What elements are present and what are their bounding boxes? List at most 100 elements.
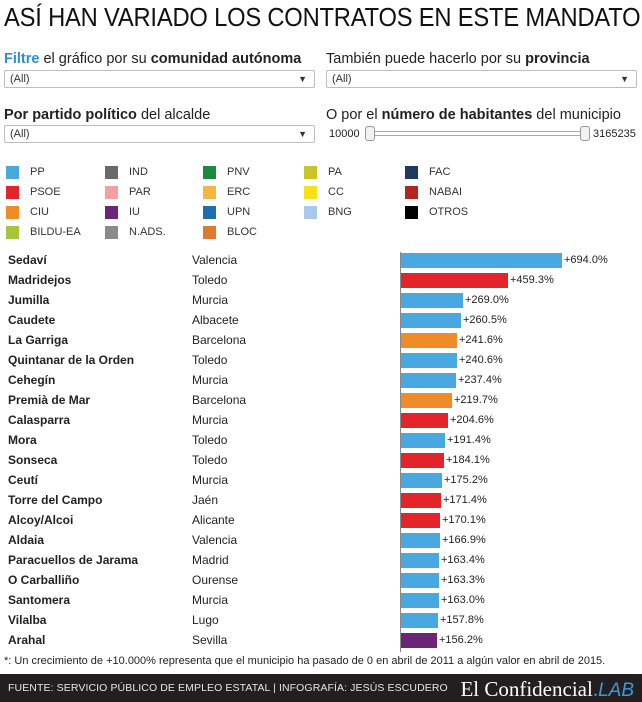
bar-value-label: +191.4% xyxy=(447,434,491,446)
bar-row[interactable]: Sedaví Valencia +694.0% xyxy=(0,250,642,270)
bar[interactable] xyxy=(401,413,448,428)
bar-row[interactable]: Quintanar de la Orden Toledo +240.6% xyxy=(0,350,642,370)
party-filter-label: Por partido político del alcalde xyxy=(4,107,210,123)
legend-label: UPN xyxy=(227,206,251,218)
bar-row[interactable]: Jumilla Murcia +269.0% xyxy=(0,290,642,310)
bar[interactable] xyxy=(401,493,441,508)
legend-item[interactable]: N.ADS. xyxy=(105,223,166,241)
municipality-label: Premià de Mar xyxy=(8,393,91,407)
legend-item[interactable]: BILDU-EA xyxy=(6,223,81,241)
municipality-label: Calasparra xyxy=(8,413,71,427)
population-slider-max-handle[interactable] xyxy=(580,126,590,141)
bar-row[interactable]: O Carballiño Ourense +163.3% xyxy=(0,570,642,590)
bar-row[interactable]: Mora Toledo +191.4% xyxy=(0,430,642,450)
bar-row[interactable]: Aldaia Valencia +166.9% xyxy=(0,530,642,550)
legend-item[interactable]: BLOC xyxy=(203,223,257,241)
bar[interactable] xyxy=(401,473,442,488)
filter-label-bold: comunidad autónoma xyxy=(150,51,302,67)
bar[interactable] xyxy=(401,253,562,268)
legend-swatch xyxy=(203,185,216,199)
legend-item[interactable]: CIU xyxy=(6,203,49,221)
bar-row[interactable]: Santomera Murcia +163.0% xyxy=(0,590,642,610)
legend-item[interactable]: CC xyxy=(304,183,344,201)
bar-value-label: +163.4% xyxy=(441,554,485,566)
bar[interactable] xyxy=(401,453,444,468)
bar-row[interactable]: Paracuellos de Jarama Madrid +163.4% xyxy=(0,550,642,570)
province-label: Valencia xyxy=(192,533,238,547)
bar-value-label: +219.7% xyxy=(454,394,498,406)
community-select[interactable]: (All) ▼ xyxy=(4,70,315,88)
bar-row[interactable]: Torre del Campo Jaén +171.4% xyxy=(0,490,642,510)
legend-item[interactable]: NABAI xyxy=(405,183,462,201)
province-label: Madrid xyxy=(192,553,229,567)
party-select[interactable]: (All) ▼ xyxy=(4,125,315,143)
legend-swatch xyxy=(105,185,118,199)
bar[interactable] xyxy=(401,573,439,588)
bar[interactable] xyxy=(401,293,463,308)
bar-value-label: +171.4% xyxy=(443,494,487,506)
legend-swatch xyxy=(304,185,317,199)
bar[interactable] xyxy=(401,333,457,348)
bar-row[interactable]: Vilalba Lugo +157.8% xyxy=(0,610,642,630)
bar-row[interactable]: Calasparra Murcia +204.6% xyxy=(0,410,642,430)
municipality-label: Mora xyxy=(8,433,37,447)
legend-swatch xyxy=(6,205,19,219)
bar[interactable] xyxy=(401,613,438,628)
filter-label-text: También puede hacerlo por su xyxy=(326,51,526,67)
bar[interactable] xyxy=(401,393,452,408)
municipality-label: Alcoy/Alcoi xyxy=(8,513,74,527)
bar[interactable] xyxy=(401,513,440,528)
legend-item[interactable]: PA xyxy=(304,163,342,181)
bar[interactable] xyxy=(401,633,437,648)
province-label: Sevilla xyxy=(192,633,228,647)
legend-swatch xyxy=(6,225,19,239)
bar-value-label: +459.3% xyxy=(510,274,554,286)
municipality-label: Ceutí xyxy=(8,473,38,487)
legend-item[interactable]: OTROS xyxy=(405,203,468,221)
bar-row[interactable]: Caudete Albacete +260.5% xyxy=(0,310,642,330)
province-label: Barcelona xyxy=(192,393,247,407)
bar-row[interactable]: La Garriga Barcelona +241.6% xyxy=(0,330,642,350)
brand-main: El Confidencial xyxy=(460,677,593,701)
bar-row[interactable]: Sonseca Toledo +184.1% xyxy=(0,450,642,470)
bar[interactable] xyxy=(401,313,461,328)
bar[interactable] xyxy=(401,433,445,448)
legend-swatch xyxy=(203,205,216,219)
bar-row[interactable]: Cehegín Murcia +237.4% xyxy=(0,370,642,390)
bar[interactable] xyxy=(401,273,508,288)
brand-logo[interactable]: El Confidencial.LAB xyxy=(460,677,634,702)
legend-item[interactable]: UPN xyxy=(203,203,250,221)
bar[interactable] xyxy=(401,553,439,568)
province-select[interactable]: (All) ▼ xyxy=(326,70,637,88)
municipality-label: Sonseca xyxy=(8,453,58,467)
bar-row[interactable]: Ceutí Murcia +175.2% xyxy=(0,470,642,490)
legend-item[interactable]: FAC xyxy=(405,163,450,181)
legend-item[interactable]: IND xyxy=(105,163,148,181)
legend-swatch xyxy=(6,165,19,179)
legend-item[interactable]: ERC xyxy=(203,183,250,201)
population-slider-min-handle[interactable] xyxy=(365,126,375,141)
community-filter-label: Filtre el gráfico por su comunidad autón… xyxy=(4,51,301,67)
legend-item[interactable]: PSOE xyxy=(6,183,61,201)
bar[interactable] xyxy=(401,533,440,548)
legend-swatch xyxy=(203,225,216,239)
bar-row[interactable]: Arahal Sevilla +156.2% xyxy=(0,630,642,650)
chart-title: ASÍ HAN VARIADO LOS CONTRATOS EN ESTE MA… xyxy=(4,4,641,32)
filter-label-text: del alcalde xyxy=(136,107,211,123)
bar-row[interactable]: Madridejos Toledo +459.3% xyxy=(0,270,642,290)
bar-row[interactable]: Premià de Mar Barcelona +219.7% xyxy=(0,390,642,410)
bar[interactable] xyxy=(401,353,457,368)
bar[interactable] xyxy=(401,593,439,608)
legend-item[interactable]: PAR xyxy=(105,183,151,201)
legend-item[interactable]: PNV xyxy=(203,163,250,181)
bar[interactable] xyxy=(401,373,456,388)
legend-item[interactable]: IU xyxy=(105,203,140,221)
legend-item[interactable]: PP xyxy=(6,163,45,181)
population-slider-track[interactable] xyxy=(369,131,587,136)
legend-label: IND xyxy=(129,166,148,178)
filter-label-bold: provincia xyxy=(525,51,590,67)
legend-item[interactable]: BNG xyxy=(304,203,352,221)
bar-row[interactable]: Alcoy/Alcoi Alicante +170.1% xyxy=(0,510,642,530)
legend-label: ERC xyxy=(227,186,251,198)
municipality-label: La Garriga xyxy=(8,333,69,347)
